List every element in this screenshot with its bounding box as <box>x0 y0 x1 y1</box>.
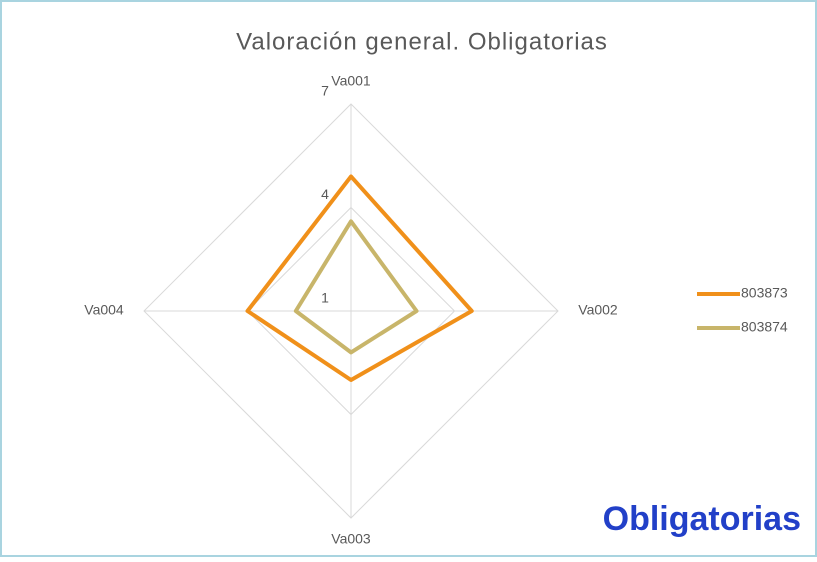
category-label: Va001 <box>331 73 371 89</box>
legend-label: 803874 <box>741 319 788 335</box>
tick-label: 1 <box>321 290 329 306</box>
annotation: Obligatorias <box>603 500 801 538</box>
chart-title: Valoración general. Obligatorias <box>236 28 608 55</box>
legend-label: 803873 <box>741 285 788 301</box>
tick-label: 4 <box>321 186 329 202</box>
tick-label: 7 <box>321 83 329 99</box>
series-line <box>293 219 419 355</box>
category-label: Va002 <box>578 302 618 318</box>
category-label: Va004 <box>84 302 124 318</box>
category-label: Va003 <box>331 531 371 547</box>
series-line <box>245 174 474 382</box>
